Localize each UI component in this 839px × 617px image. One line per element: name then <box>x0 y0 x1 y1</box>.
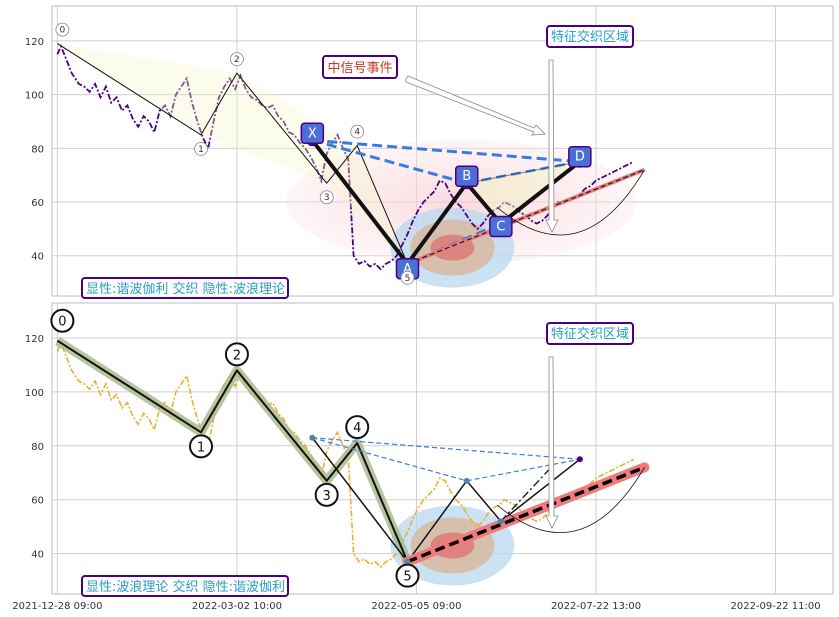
x-tick-label: 2022-07-22 13:00 <box>551 601 641 612</box>
harmonic-xd <box>312 437 580 460</box>
target-arc <box>497 169 645 236</box>
harmonic-point <box>576 456 583 463</box>
harmonic-xb <box>312 437 467 482</box>
harmonic-point <box>404 558 411 565</box>
wave-fill <box>326 145 408 264</box>
wave-fill <box>57 43 237 135</box>
signal-event-arrow <box>405 75 546 136</box>
feature-zone-arrow <box>545 59 559 233</box>
harmonic-bd <box>466 458 580 482</box>
y-tick-label: 80 <box>31 144 44 155</box>
wave-label: 4 <box>353 421 361 436</box>
harmonic-point <box>463 477 470 484</box>
wave-label: 0 <box>58 315 66 330</box>
harmonic-node-box <box>489 215 513 238</box>
harmonic-node-label: D <box>575 150 585 165</box>
target-arc <box>497 467 645 534</box>
x-tick-label: 2022-05-05 09:00 <box>371 601 461 612</box>
wave-marker <box>395 563 420 588</box>
wave-label: 0 <box>60 26 66 36</box>
wave-label: 3 <box>324 193 330 203</box>
wave-fill <box>236 73 358 184</box>
wave-marker <box>194 141 208 156</box>
y-tick-label: 40 <box>31 550 44 561</box>
harmonic-point <box>497 518 504 525</box>
y-tick-label: 120 <box>25 334 44 345</box>
harmonic-node-label: X <box>308 126 317 141</box>
x-tick-label: 2022-03-02 10:00 <box>192 601 282 612</box>
harmonic-node-box <box>300 122 325 145</box>
feature-zone-label: 特征交织区域 <box>551 326 629 342</box>
wave-marker <box>50 308 75 333</box>
wave-marker <box>189 434 214 459</box>
y-tick-label: 120 <box>25 37 44 48</box>
target-line <box>407 169 645 265</box>
target-line <box>406 465 646 564</box>
harmonic-node-label: C <box>496 220 505 235</box>
y-tick-label: 100 <box>25 91 44 102</box>
pattern-legend-label: 显性:谐波伽利 交织 隐性:波浪理论 <box>86 281 285 297</box>
wave-marker <box>345 415 370 440</box>
feature-zone-label: 特征交织区域 <box>551 29 629 45</box>
y-tick-label: 60 <box>31 496 44 507</box>
wave-marker <box>55 22 70 37</box>
y-tick-label: 60 <box>31 198 44 209</box>
harmonic-node-box <box>568 145 592 168</box>
feature-zone-box <box>546 322 634 345</box>
feature-zone-box <box>546 25 634 48</box>
y-tick-label: 80 <box>31 442 44 453</box>
wave-path <box>56 339 409 563</box>
y-tick-label: 100 <box>25 388 44 399</box>
wave-marker <box>314 482 339 507</box>
harmonic-node-label: A <box>403 262 412 277</box>
pattern-legend-label: 显性:波浪理论 交织 隐性:谐波伽利 <box>86 579 285 595</box>
harmonic-node-label: B <box>462 169 471 184</box>
x-axis-tick-labels: 2021-12-28 09:00 2022-03-02 10:00 2022-05-… <box>12 601 820 612</box>
x-tick-label: 2022-09-22 11:00 <box>730 601 820 612</box>
wave-marker <box>224 342 249 367</box>
wave-marker <box>350 124 365 139</box>
wave-label: 2 <box>234 55 240 65</box>
pattern-legend-box <box>81 277 289 299</box>
signal-event-box <box>322 55 398 79</box>
harmonic-node-box <box>454 165 479 187</box>
signal-event-label: 中信号事件 <box>327 61 392 76</box>
wave-label: 5 <box>405 274 411 284</box>
x-tick-label: 2021-12-28 09:00 <box>12 601 102 612</box>
top-panel: 40 60 80 100 120 X A B C D 0 1 2 3 4 5 特征交织区域中信号事件显性:谐波伽… <box>25 5 834 299</box>
wave-label: 1 <box>198 145 204 155</box>
wave-marker <box>319 190 334 205</box>
wave-path <box>57 43 408 264</box>
pattern-legend-box <box>81 575 289 597</box>
feature-zone-arrow <box>545 356 559 529</box>
wave-label: 5 <box>403 570 411 585</box>
wave-marker <box>230 52 244 67</box>
harmonic-xb <box>311 138 468 185</box>
wave-label: 4 <box>354 128 360 138</box>
wave-label: 1 <box>197 440 205 455</box>
wave-label: 3 <box>323 489 331 504</box>
wave-fill <box>201 73 327 184</box>
price-series <box>56 44 635 271</box>
projection-line <box>500 466 552 522</box>
wave-marker <box>400 270 415 285</box>
harmonic-point <box>309 434 316 441</box>
wave-label: 2 <box>233 348 241 363</box>
y-tick-label: 40 <box>31 252 44 263</box>
